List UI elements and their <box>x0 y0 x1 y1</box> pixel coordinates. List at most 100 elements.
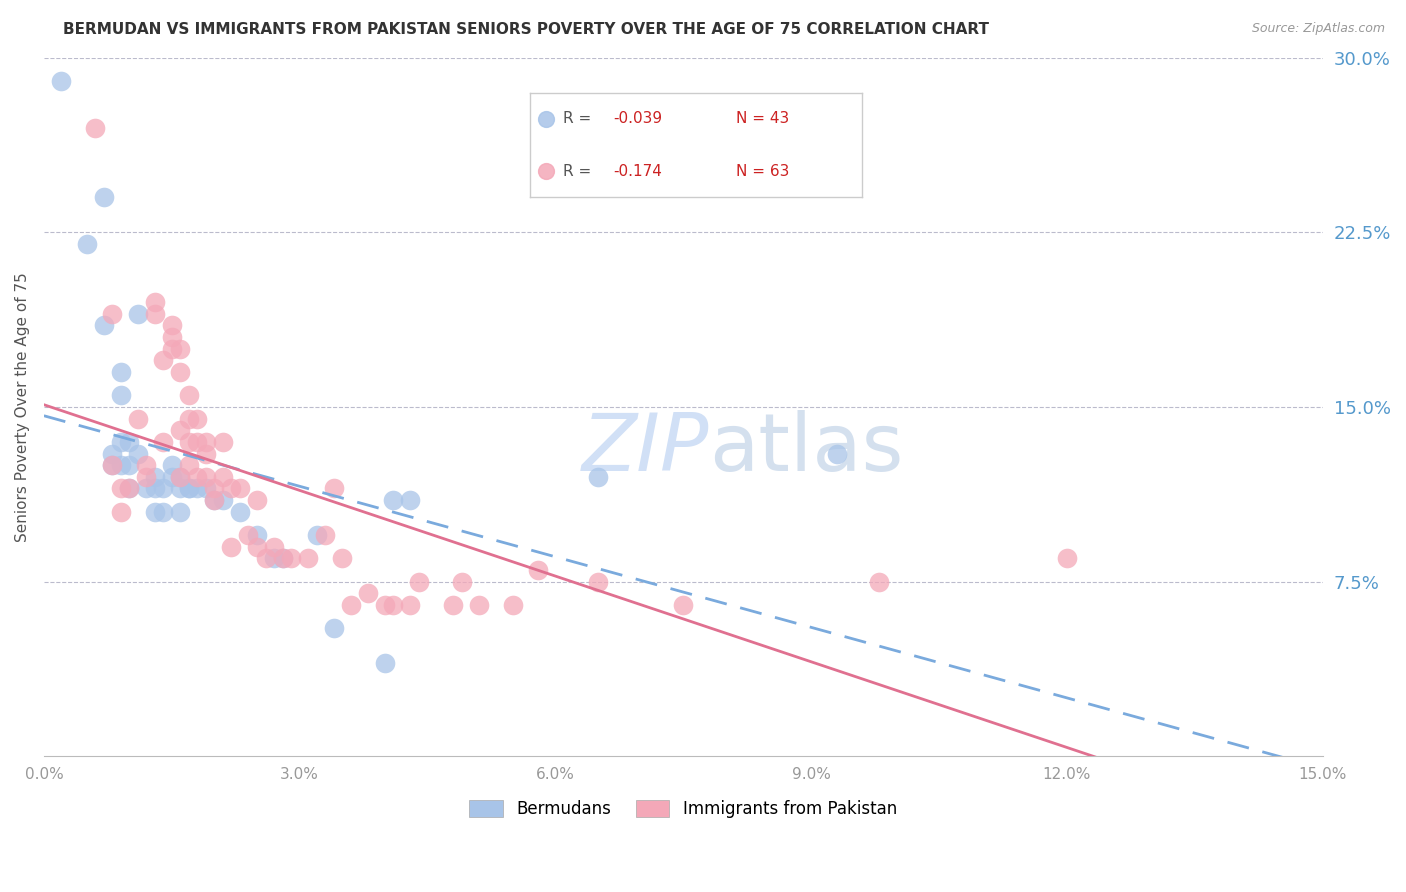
Point <box>169 342 191 356</box>
Point <box>229 482 252 496</box>
Point <box>238 528 260 542</box>
Point <box>202 493 225 508</box>
Point <box>221 482 243 496</box>
Point <box>441 598 464 612</box>
Point <box>110 388 132 402</box>
Point <box>177 411 200 425</box>
Point <box>202 493 225 508</box>
Point <box>152 353 174 368</box>
Point <box>246 540 269 554</box>
Point <box>135 482 157 496</box>
Point <box>186 482 208 496</box>
Point <box>382 598 405 612</box>
Point <box>672 598 695 612</box>
Point <box>527 563 550 577</box>
Point <box>143 482 166 496</box>
Point <box>152 482 174 496</box>
Text: BERMUDAN VS IMMIGRANTS FROM PAKISTAN SENIORS POVERTY OVER THE AGE OF 75 CORRELAT: BERMUDAN VS IMMIGRANTS FROM PAKISTAN SEN… <box>63 22 990 37</box>
Point <box>305 528 328 542</box>
Point <box>93 190 115 204</box>
Point <box>450 574 472 589</box>
Point <box>502 598 524 612</box>
Point <box>330 551 353 566</box>
Point <box>118 482 141 496</box>
Point <box>246 493 269 508</box>
Point <box>254 551 277 566</box>
Point <box>382 493 405 508</box>
Point <box>194 446 217 460</box>
Point <box>399 493 422 508</box>
Text: atlas: atlas <box>709 410 903 488</box>
Point <box>339 598 361 612</box>
Point <box>143 295 166 310</box>
Point <box>868 574 890 589</box>
Point <box>186 411 208 425</box>
Point <box>101 458 124 473</box>
Point <box>169 505 191 519</box>
Point <box>280 551 302 566</box>
Point <box>186 434 208 449</box>
Point <box>322 621 344 635</box>
Point <box>143 505 166 519</box>
Y-axis label: Seniors Poverty Over the Age of 75: Seniors Poverty Over the Age of 75 <box>15 272 30 541</box>
Point <box>127 446 149 460</box>
Point <box>110 365 132 379</box>
Point <box>160 318 183 333</box>
Point <box>118 482 141 496</box>
Point <box>118 458 141 473</box>
Point <box>143 307 166 321</box>
Point <box>169 470 191 484</box>
Point <box>143 470 166 484</box>
Legend: Bermudans, Immigrants from Pakistan: Bermudans, Immigrants from Pakistan <box>463 793 904 825</box>
Point <box>212 493 235 508</box>
Point <box>169 482 191 496</box>
Point <box>127 307 149 321</box>
Point <box>374 656 396 670</box>
Point <box>135 470 157 484</box>
Point <box>586 470 609 484</box>
Point <box>127 411 149 425</box>
Point <box>76 237 98 252</box>
Point <box>297 551 319 566</box>
Point <box>160 330 183 344</box>
Point <box>110 458 132 473</box>
Text: Source: ZipAtlas.com: Source: ZipAtlas.com <box>1251 22 1385 36</box>
Point <box>357 586 380 600</box>
Point <box>169 365 191 379</box>
Point <box>118 434 141 449</box>
Point <box>399 598 422 612</box>
Point <box>110 505 132 519</box>
Point <box>194 470 217 484</box>
Point <box>152 505 174 519</box>
Point <box>271 551 294 566</box>
Point <box>221 540 243 554</box>
Point <box>160 342 183 356</box>
Point <box>212 470 235 484</box>
Point <box>374 598 396 612</box>
Point <box>135 458 157 473</box>
Point <box>101 446 124 460</box>
Point <box>229 505 252 519</box>
Point <box>49 74 72 88</box>
Point <box>212 434 235 449</box>
Point <box>160 470 183 484</box>
Point <box>263 540 285 554</box>
Point <box>177 434 200 449</box>
Point <box>177 388 200 402</box>
Point <box>194 482 217 496</box>
Point <box>271 551 294 566</box>
Point <box>84 120 107 135</box>
Point <box>160 458 183 473</box>
Point <box>110 434 132 449</box>
Point <box>177 458 200 473</box>
Point <box>101 307 124 321</box>
Point <box>152 434 174 449</box>
Point <box>177 482 200 496</box>
Point <box>202 482 225 496</box>
Point <box>110 482 132 496</box>
Point <box>263 551 285 566</box>
Point <box>177 482 200 496</box>
Point <box>586 574 609 589</box>
Point <box>93 318 115 333</box>
Point <box>169 423 191 437</box>
